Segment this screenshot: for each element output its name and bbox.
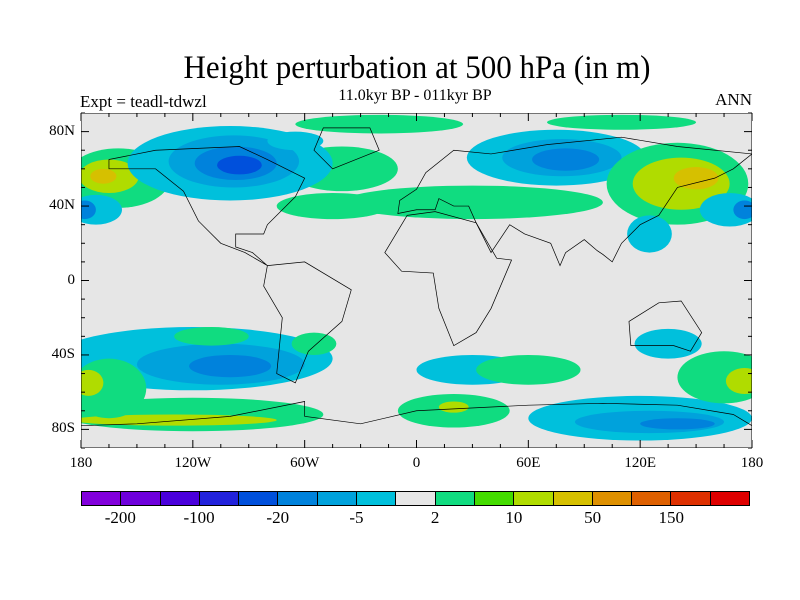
colorbar-swatch	[239, 492, 279, 505]
map-plot	[81, 113, 752, 448]
x-tick-label: 60W	[290, 455, 320, 471]
colorbar-swatch	[553, 492, 593, 505]
colorbar-label: -200	[104, 508, 136, 527]
colorbar-label: 50	[584, 508, 602, 527]
colorbar	[81, 491, 750, 506]
colorbar-label: -5	[349, 508, 364, 527]
y-tick-label: 80S	[51, 420, 75, 437]
season-label: ANN	[715, 90, 752, 109]
colorbar-label: 2	[430, 508, 440, 527]
chart-title: Height perturbation at 500 hPa (in m)	[183, 50, 651, 86]
colorbar-swatch	[199, 492, 240, 505]
colorbar-swatch	[435, 492, 475, 505]
colorbar-label: 150	[658, 508, 685, 527]
x-tick-label: 0	[412, 455, 421, 471]
colorbar-swatch	[592, 492, 633, 505]
colorbar-swatch	[514, 492, 554, 505]
x-tick-label: 120E	[624, 455, 656, 471]
x-tick-label: 120W	[174, 455, 212, 471]
contour-fills	[81, 114, 752, 441]
colorbar-swatch	[278, 492, 318, 505]
colorbar-label: -20	[266, 508, 290, 527]
y-tick-label: 80N	[49, 122, 75, 139]
x-tick-label: 180	[740, 455, 764, 471]
colorbar-swatch	[160, 492, 200, 505]
colorbar-swatch	[82, 492, 122, 505]
colorbar-label: -100	[183, 508, 215, 527]
chart-subtitle: 11.0kyr BP - 011kyr BP	[338, 87, 492, 104]
colorbar-swatch	[632, 492, 672, 505]
colorbar-swatch	[357, 492, 397, 505]
experiment-label: Expt = teadl-tdwzl	[80, 92, 207, 111]
colorbar-swatch	[474, 492, 515, 505]
colorbar-label: 10	[505, 508, 523, 527]
x-tick-label: 180	[69, 455, 93, 471]
colorbar-swatch	[671, 492, 711, 505]
y-tick-label: 40S	[51, 345, 75, 362]
colorbar-swatch	[710, 492, 750, 505]
y-tick-label: 0	[67, 271, 76, 288]
x-tick-label: 60E	[516, 455, 541, 471]
colorbar-swatch	[121, 492, 161, 505]
colorbar-swatch	[317, 492, 358, 505]
coastlines	[81, 128, 752, 426]
y-tick-label: 40N	[49, 197, 75, 214]
colorbar-swatch	[396, 492, 436, 505]
